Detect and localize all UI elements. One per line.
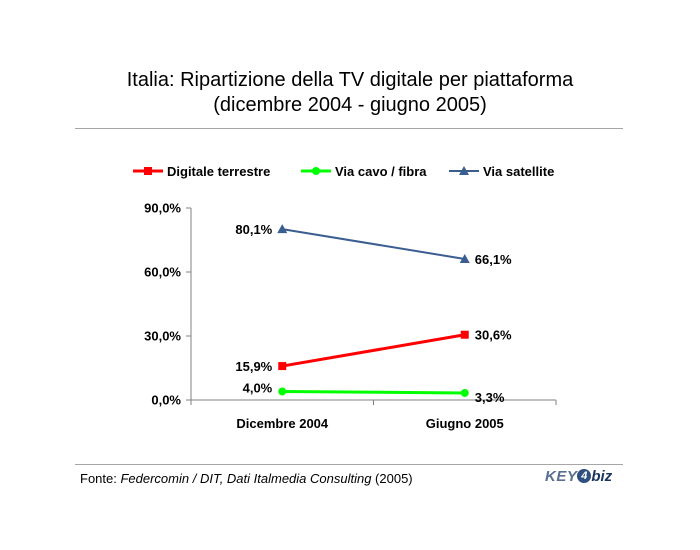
data-point [278,387,287,396]
legend-item-via-cavo-fibra: Via cavo / fibra [301,164,427,179]
series-digitale-terrestre: 15,9% 30,6% [235,328,512,374]
source-year: (2005) [371,471,413,486]
data-label: 80,1% [235,222,272,237]
data-point [460,330,469,339]
logo-biz: biz [591,468,613,485]
legend-item-via-satellite: Via satellite [449,164,554,179]
legend-marker [144,167,152,175]
y-tick-label: 30,0% [144,329,181,344]
legend-label: Via cavo / fibra [335,164,427,179]
data-point [278,362,287,371]
source-note: Fonte: Federcomin / DIT, Dati Italmedia … [80,471,413,486]
legend-marker [459,166,469,175]
top-divider [75,128,623,129]
y-tick-label: 0,0% [151,393,181,408]
series-layer: 15,9% 30,6% 4,0% 3,3% 80,1% 66,1% [235,222,512,405]
y-tick-label: 60,0% [144,265,181,280]
line-chart: Digitale terrestre Via cavo / fibra Via sa… [133,164,557,431]
logo-key: KEY [545,468,578,485]
chart-title-line2: (dicembre 2004 - giugno 2005) [213,94,487,116]
series-via-cavo-fibra: 4,0% 3,3% [243,380,505,404]
data-point [277,224,288,234]
key4biz-logo: KEY 4 biz [545,468,612,485]
logo-four: 4 [577,469,592,483]
x-tick-label: Giugno 2005 [426,416,504,431]
series-line [281,333,466,368]
series-line [282,228,465,260]
data-point [460,388,469,397]
axes: 0,0% 30,0% 60,0% 90,0% Dicembre 2004 Giugno 2… [144,201,557,431]
data-label: 3,3% [475,390,505,405]
chart-title-line1: Italia: Ripartizione della TV digitale p… [126,69,574,91]
legend-item-digitale-terrestre: Digitale terrestre [133,164,270,179]
data-point [459,253,470,263]
data-label: 4,0% [243,380,273,395]
bottom-divider [75,464,623,465]
source-prefix: Fonte: [80,471,121,486]
legend-label: Via satellite [483,164,554,179]
legend: Digitale terrestre Via cavo / fibra Via sa… [133,164,554,179]
legend-marker [312,167,320,175]
source-text: Federcomin / DIT, Dati Italmedia Consult… [120,471,372,486]
data-label: 15,9% [235,359,272,374]
legend-label: Digitale terrestre [167,164,270,179]
data-label: 30,6% [475,328,512,343]
data-label: 66,1% [475,252,512,267]
x-tick-label: Dicembre 2004 [236,416,329,431]
y-tick-label: 90,0% [144,201,181,216]
series-line [282,389,465,395]
series-via-satellite: 80,1% 66,1% [235,222,512,267]
